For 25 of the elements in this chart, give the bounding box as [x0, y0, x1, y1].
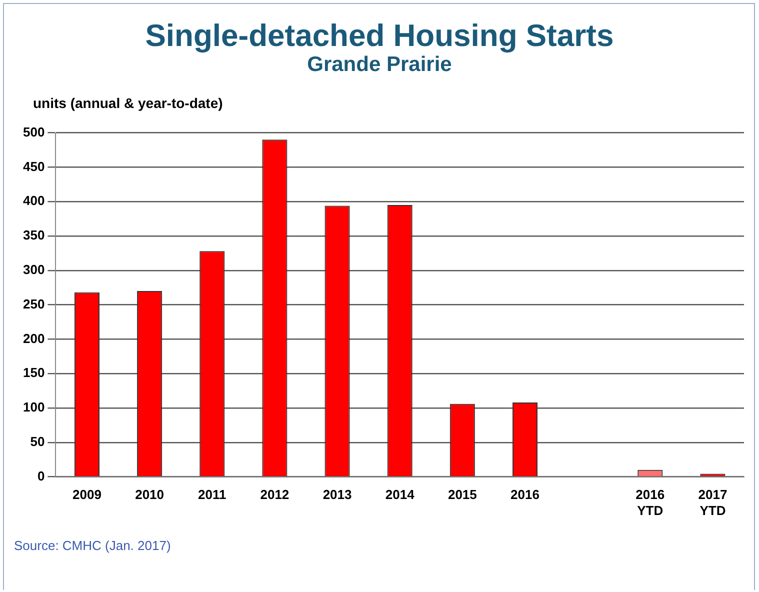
x-tick-label: 2016 YTD [636, 487, 665, 518]
x-tick-label: 2016 [510, 487, 540, 502]
y-axis-title: units (annual & year-to-date) [33, 95, 223, 111]
y-tick-label: 400 [22, 193, 45, 208]
y-tick-label: 500 [22, 124, 45, 140]
y-tick-label: 150 [22, 365, 45, 380]
x-tick-label: 2011 [198, 487, 226, 502]
chart-subtitle: Grande Prairie [306, 53, 453, 77]
x-tick-label: 2013 [322, 487, 352, 502]
y-tick-label: 450 [22, 158, 45, 174]
x-tick-label: 2015 [448, 487, 477, 502]
x-tick-label: 2017 YTD [698, 487, 728, 518]
x-tick-label: 2012 [260, 487, 290, 502]
y-tick-label: 50 [30, 434, 45, 449]
y-tick-label: 200 [22, 330, 45, 346]
x-tick-label: 2014 [385, 487, 416, 502]
x-tick-label: 2009 [72, 487, 102, 502]
y-tick-label: 350 [22, 228, 45, 243]
y-tick-label: 250 [22, 296, 45, 312]
y-tick-label: 100 [22, 400, 45, 415]
source-note: Source: CMHC (Jan. 2017) [14, 538, 171, 553]
y-tick-label: 300 [22, 262, 45, 277]
y-tick-label: 0 [37, 468, 45, 484]
x-tick-label: 2010 [135, 487, 164, 502]
chart-title: Single-detached Housing Starts [144, 18, 615, 54]
